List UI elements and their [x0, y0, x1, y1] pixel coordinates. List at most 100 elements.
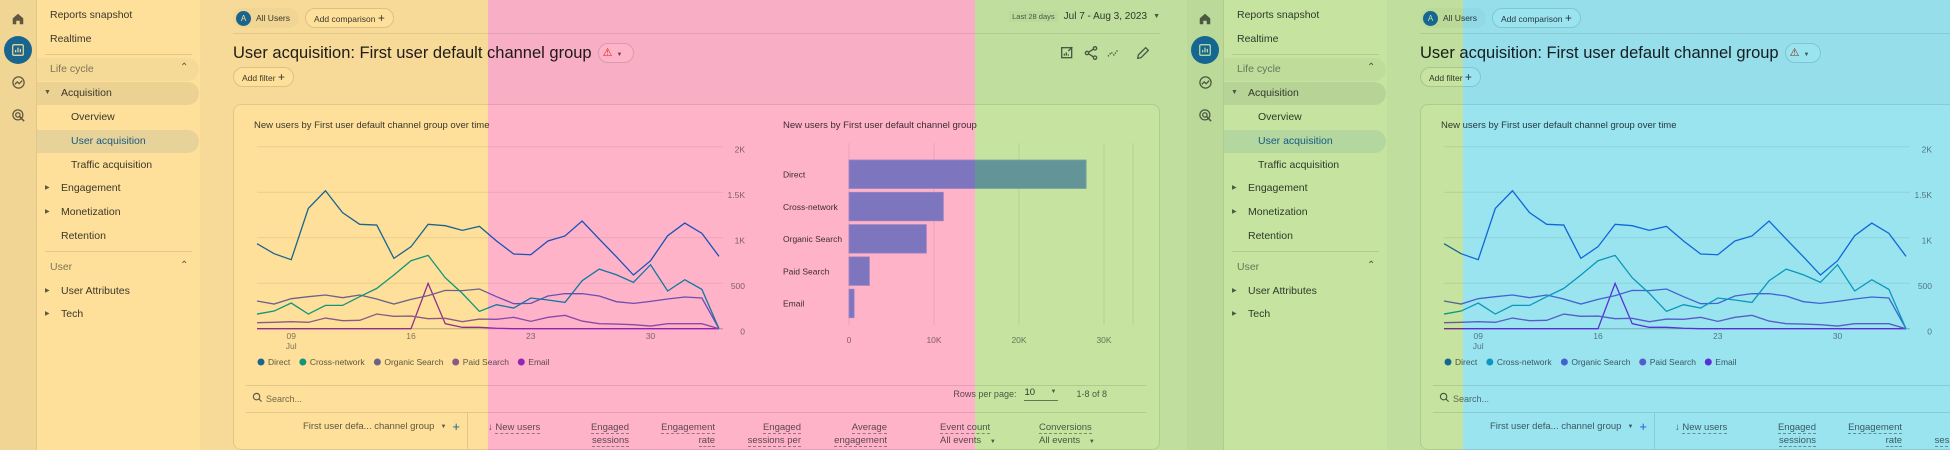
sidebar-section-user[interactable]: User	[1237, 261, 1260, 273]
sidebar-item-overview[interactable]: Overview	[71, 111, 115, 123]
share-icon[interactable]	[1083, 45, 1099, 61]
chevron-up-icon[interactable]: ⌃	[1367, 62, 1376, 73]
sidebar-item-overview[interactable]: Overview	[1258, 111, 1302, 123]
analytics-app: Reports snapshot Realtime Life cycle ⌃ ▼…	[1187, 0, 1950, 450]
caret-down-icon: ▼	[989, 439, 996, 445]
sidebar-item-monetization[interactable]: Monetization	[1248, 206, 1308, 218]
dimension-selector[interactable]: First user defa... channel group ▼ +	[1490, 419, 1647, 434]
column-label: Average	[851, 422, 887, 434]
sidebar-item-user-acquisition[interactable]: User acquisition	[1258, 135, 1333, 147]
add-comparison-button[interactable]: Add comparison +	[305, 8, 394, 28]
sidebar-item-user-attributes[interactable]: User Attributes	[1248, 285, 1317, 297]
sidebar-item-user-acquisition[interactable]: User acquisition	[71, 135, 146, 147]
column-header-engaged-sessions[interactable]: Engaged sessions	[590, 421, 629, 447]
segment-avatar: A	[236, 11, 251, 26]
sidebar-item-retention[interactable]: Retention	[61, 230, 106, 242]
sidebar-section-user[interactable]: User	[50, 261, 73, 273]
caret-down-icon: ▼	[44, 89, 51, 96]
reports-icon[interactable]	[1191, 36, 1219, 64]
date-range-group: Last 28 days Jul 7 - Aug 3, 2023 ▼	[1009, 11, 1160, 22]
explore-icon[interactable]	[1193, 70, 1217, 94]
insights-icon[interactable]	[1106, 45, 1122, 61]
column-header-engagement-rate[interactable]: Engagement rate	[661, 421, 715, 447]
caret-down-icon[interactable]: ▼	[1153, 13, 1160, 20]
title-warning-button[interactable]: ⚠ ▼	[1784, 43, 1821, 63]
segment-chip-all-users[interactable]: A All Users	[1420, 8, 1487, 28]
sidebar-item-traffic-acquisition[interactable]: Traffic acquisition	[71, 159, 153, 171]
explore-icon[interactable]	[6, 70, 30, 94]
plus-icon: +	[277, 70, 285, 84]
sidebar-section-lifecycle[interactable]: Life cycle	[50, 63, 94, 75]
column-header-new-users[interactable]: ↓ New users	[1675, 421, 1728, 434]
advertising-icon[interactable]	[1193, 103, 1217, 127]
chevron-up-icon[interactable]: ⌃	[180, 62, 189, 73]
line-chart-title: New users by First user default channel …	[1441, 120, 1677, 131]
date-range-picker[interactable]: Jul 7 - Aug 3, 2023	[1063, 11, 1148, 22]
column-divider	[1654, 412, 1655, 450]
warning-icon: ⚠	[602, 47, 613, 59]
column-header-conversions[interactable]: Conversions All events ▼	[1039, 421, 1095, 449]
customize-report-icon[interactable]	[1059, 45, 1075, 61]
title-warning-button[interactable]: ⚠ ▼	[597, 43, 634, 63]
sidebar-item-engagement[interactable]: Engagement	[1248, 182, 1308, 194]
column-header-new-users[interactable]: ↓ New users	[488, 421, 541, 434]
dimension-selector[interactable]: First user defa... channel group ▼ +	[303, 419, 460, 434]
sidebar-item-reports-snapshot[interactable]: Reports snapshot	[1237, 9, 1320, 21]
column-header-engaged-sessions[interactable]: Engaged sessions	[1777, 421, 1816, 447]
column-label: Engaged	[590, 422, 629, 434]
conversion-filter[interactable]: All events	[1039, 435, 1081, 446]
table-divider	[246, 385, 1146, 386]
sidebar-item-traffic-acquisition[interactable]: Traffic acquisition	[1258, 159, 1340, 171]
add-comparison-button[interactable]: Add comparison +	[1492, 8, 1581, 28]
sidebar-item-realtime[interactable]: Realtime	[1237, 33, 1279, 45]
pagination-controls: Rows per page: 10 ▼ 1-8 of 8	[953, 387, 1107, 401]
caret-right-icon: ▶	[45, 185, 50, 191]
column-header-event-count[interactable]: Event count All events ▼	[940, 421, 996, 449]
sort-arrow-icon: ↓	[1675, 422, 1680, 433]
rows-per-page-select[interactable]: 10 ▼	[1024, 387, 1059, 401]
pagination-status: 1-8 of 8	[1076, 389, 1107, 399]
sidebar-item-retention[interactable]: Retention	[1248, 230, 1293, 242]
home-icon[interactable]	[6, 7, 30, 31]
chevron-up-icon[interactable]: ⌃	[180, 260, 189, 271]
sidebar-divider	[1232, 54, 1379, 55]
sidebar-item-tech[interactable]: Tech	[1248, 308, 1271, 320]
column-label: Engagement	[661, 422, 715, 434]
add-filter-button[interactable]: Add filter +	[1420, 67, 1481, 87]
column-label: Engaged	[762, 422, 801, 434]
caret-right-icon: ▶	[45, 288, 50, 294]
line-chart-title: New users by First user default channel …	[254, 120, 490, 131]
caret-down-icon: ▼	[1803, 52, 1810, 58]
home-icon[interactable]	[1193, 7, 1217, 31]
table-search-input[interactable]	[266, 391, 566, 406]
sidebar-item-tech[interactable]: Tech	[61, 308, 84, 320]
reports-icon[interactable]	[4, 36, 32, 64]
column-header-average-engagement[interactable]: Average engagement	[834, 421, 887, 447]
event-filter[interactable]: All events	[940, 435, 982, 446]
chevron-up-icon[interactable]: ⌃	[1367, 260, 1376, 271]
table-search-input[interactable]	[1453, 391, 1753, 406]
search-icon	[1439, 392, 1450, 406]
segment-chip-all-users[interactable]: A All Users	[233, 8, 300, 28]
sidebar-section-lifecycle[interactable]: Life cycle	[1237, 63, 1281, 75]
column-header-engagement-rate[interactable]: Engagement rate	[1848, 421, 1902, 447]
sidebar-item-realtime[interactable]: Realtime	[50, 33, 92, 45]
add-dimension-icon[interactable]: +	[452, 419, 460, 434]
edit-pencil-icon[interactable]	[1135, 45, 1151, 61]
add-filter-button[interactable]: Add filter +	[233, 67, 294, 87]
sidebar-item-user-attributes[interactable]: User Attributes	[61, 285, 130, 297]
sidebar-item-monetization[interactable]: Monetization	[61, 206, 121, 218]
caret-down-icon: ▼	[616, 52, 623, 58]
date-range-label: Last 28 days	[1009, 11, 1058, 22]
add-dimension-icon[interactable]: +	[1639, 419, 1647, 434]
column-label: rate	[698, 435, 715, 447]
column-label: New users	[495, 422, 541, 434]
sidebar-item-acquisition[interactable]: Acquisition	[1248, 87, 1299, 99]
sidebar-item-reports-snapshot[interactable]: Reports snapshot	[50, 9, 133, 21]
column-divider	[467, 412, 468, 450]
sidebar-item-engagement[interactable]: Engagement	[61, 182, 121, 194]
sidebar-item-acquisition[interactable]: Acquisition	[61, 87, 112, 99]
advertising-icon[interactable]	[6, 103, 30, 127]
